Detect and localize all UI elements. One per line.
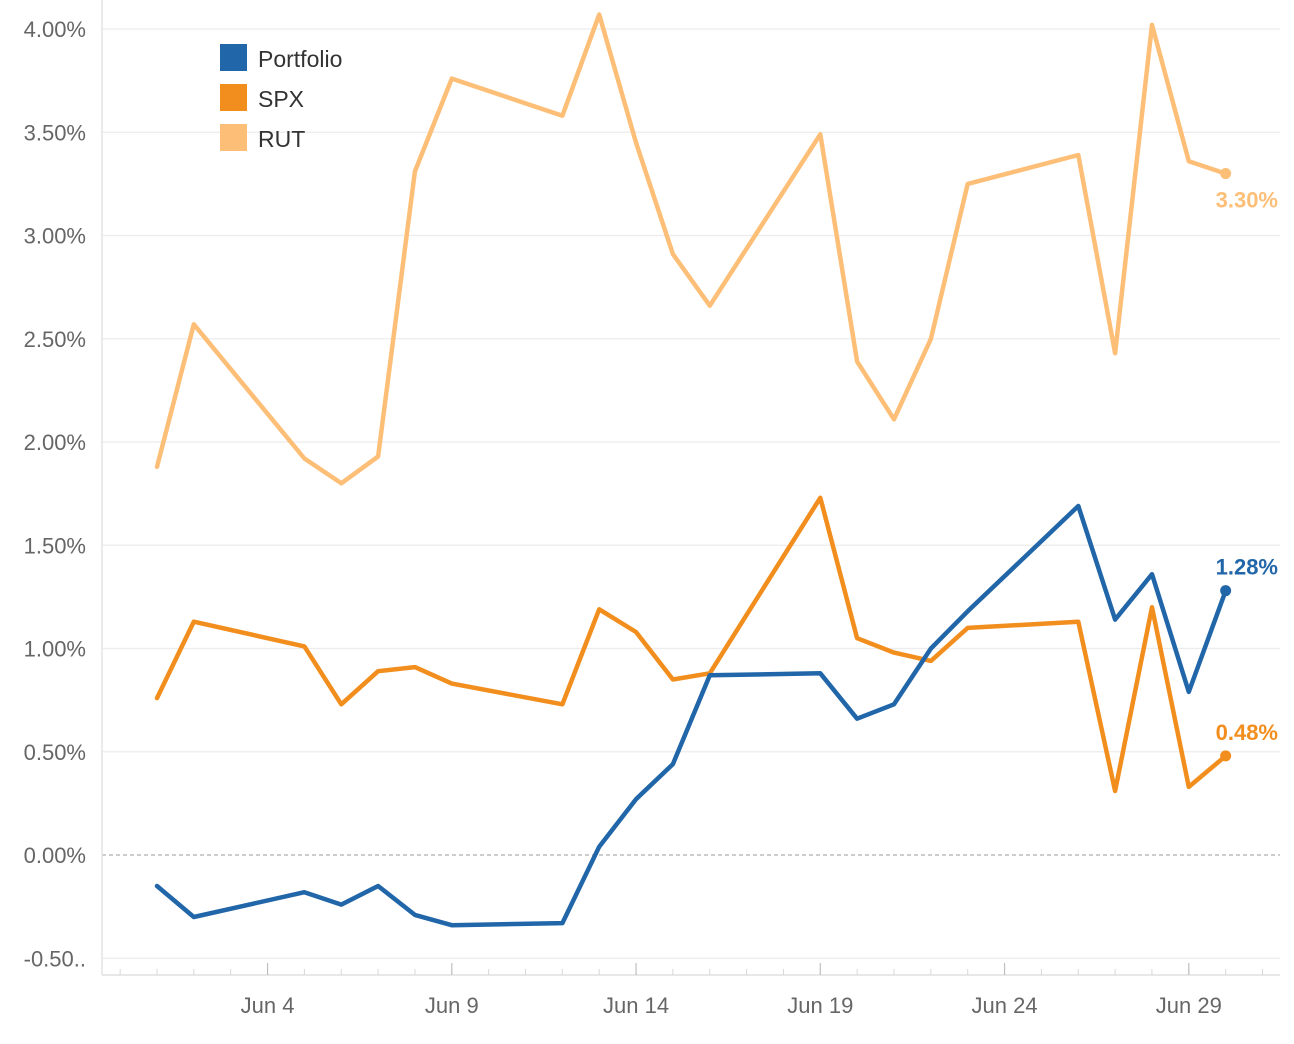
y-tick-label: 3.00% bbox=[24, 224, 86, 249]
x-tick-label: Jun 14 bbox=[603, 993, 669, 1018]
y-tick-label: 2.50% bbox=[24, 327, 86, 352]
legend-label-rut: RUT bbox=[258, 126, 305, 152]
series-line-portfolio bbox=[154, 503, 1228, 928]
end-labels: 3.30% 0.48% 1.28% bbox=[1216, 168, 1278, 762]
series-line-rut bbox=[154, 12, 1228, 486]
end-point-portfolio bbox=[1220, 585, 1232, 597]
end-point-rut bbox=[1220, 168, 1232, 180]
x-tick-label: Jun 24 bbox=[972, 993, 1038, 1018]
y-axis: 4.00% 3.50% 3.00% 2.50% 2.00% 1.50% 1.00% 0.50%… bbox=[24, 0, 103, 975]
end-label-rut: 3.30% bbox=[1216, 188, 1278, 213]
x-tick-label: Jun 29 bbox=[1156, 993, 1222, 1018]
y-tick-label: 1.00% bbox=[24, 637, 86, 662]
x-tick-label: Jun 19 bbox=[787, 993, 853, 1018]
series-line-spx bbox=[154, 495, 1228, 794]
y-tick-label: 2.00% bbox=[24, 430, 86, 455]
y-tick-label: 0.50% bbox=[24, 740, 86, 765]
end-label-spx: 0.48% bbox=[1216, 720, 1278, 745]
gridlines bbox=[102, 28, 1280, 959]
y-tick-label: 0.00% bbox=[24, 843, 86, 868]
legend-swatch-rut bbox=[220, 124, 247, 151]
x-axis: Jun 4 Jun 9 Jun 14 Jun 19 Jun 24 Jun 29 bbox=[102, 963, 1280, 1018]
end-label-portfolio: 1.28% bbox=[1216, 555, 1278, 580]
series-lines bbox=[154, 12, 1228, 928]
legend-swatch-spx bbox=[220, 84, 247, 111]
x-tick-label: Jun 4 bbox=[241, 993, 295, 1018]
legend-label-spx: SPX bbox=[258, 86, 304, 112]
y-tick-label: -0.50.. bbox=[24, 946, 86, 971]
legend: Portfolio SPX RUT bbox=[220, 44, 342, 152]
y-tick-label: 4.00% bbox=[24, 17, 86, 42]
y-tick-label: 1.50% bbox=[24, 533, 86, 558]
end-point-spx bbox=[1220, 750, 1232, 762]
y-tick-label: 3.50% bbox=[24, 120, 86, 145]
legend-swatch-portfolio bbox=[220, 44, 247, 71]
x-tick-label: Jun 9 bbox=[425, 993, 479, 1018]
legend-label-portfolio: Portfolio bbox=[258, 46, 342, 72]
